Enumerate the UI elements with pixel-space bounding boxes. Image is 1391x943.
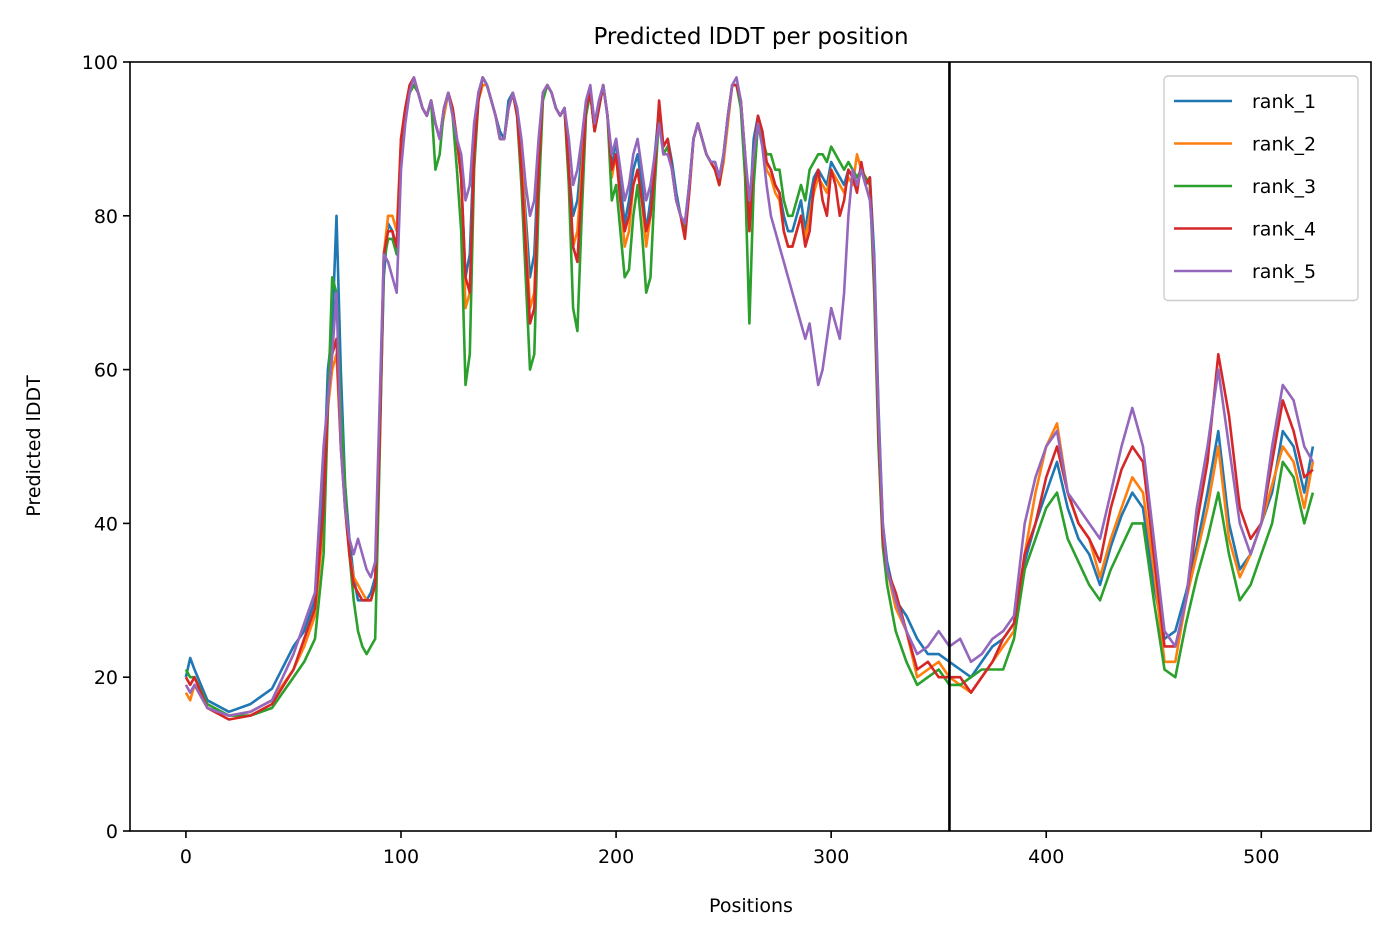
- series-line-rank_2: [184, 83, 1315, 717]
- y-tick-label: 100: [82, 52, 118, 74]
- y-axis-label: Predicted lDDT: [23, 375, 45, 517]
- y-tick-label: 40: [94, 513, 118, 535]
- y-tick-label: 80: [94, 206, 118, 228]
- axes-layer: 0 100 200 300 400 500 0 20 40 60 80 100: [82, 52, 1372, 868]
- x-tick-label: 300: [813, 846, 849, 868]
- legend-label-rank_1: rank_1: [1252, 91, 1316, 113]
- series-line-rank_4: [184, 76, 1314, 721]
- legend-label-rank_5: rank_5: [1252, 261, 1316, 283]
- x-axis-label: Positions: [709, 895, 793, 917]
- y-tick-label: 60: [94, 360, 118, 382]
- y-tick-label: 20: [94, 667, 118, 689]
- x-tick-label: 0: [180, 846, 192, 868]
- series-line-rank_5: [184, 76, 1315, 717]
- series-line-rank_3: [184, 76, 1315, 717]
- plot-frame: [129, 61, 1372, 832]
- legend-label-rank_3: rank_3: [1252, 176, 1316, 198]
- legend-label-rank_4: rank_4: [1252, 219, 1316, 241]
- series-layer: [184, 76, 1315, 721]
- legend: rank_1 rank_2 rank_3 rank_4 rank_5: [1163, 75, 1359, 302]
- legend-label-rank_2: rank_2: [1252, 134, 1316, 156]
- x-tick-label: 200: [598, 846, 634, 868]
- y-tick-label: 0: [106, 821, 118, 843]
- x-tick-label: 500: [1243, 846, 1279, 868]
- x-tick-label: 100: [383, 846, 419, 868]
- legend-box: [1163, 75, 1359, 302]
- x-tick-label: 400: [1028, 846, 1064, 868]
- chart-title: Predicted lDDT per position: [593, 24, 908, 50]
